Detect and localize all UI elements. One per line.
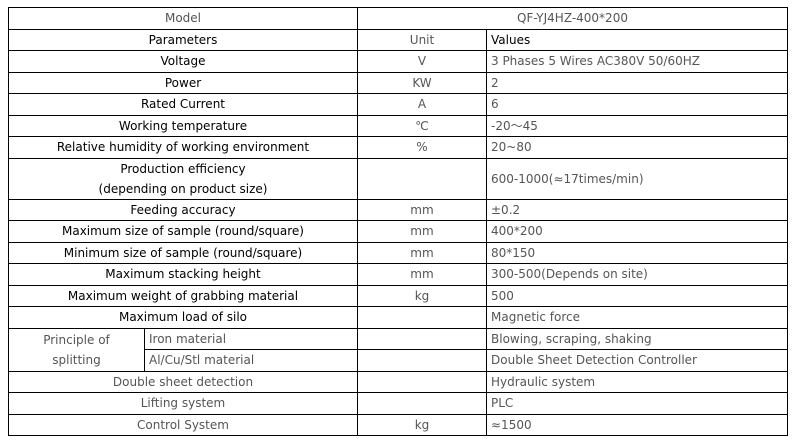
- unit-cell: [357, 392, 487, 415]
- value-cell: 300-500(Depends on site): [486, 263, 788, 286]
- param-cell: Feeding accuracy: [8, 198, 358, 221]
- values-header: Values: [486, 28, 788, 51]
- param-cell: Power: [8, 71, 358, 94]
- model-value: QF-YJ4HZ-400*200: [357, 7, 788, 30]
- splitting-label: Principle of splitting: [8, 327, 145, 372]
- value-cell: PLC: [486, 392, 788, 415]
- param-cell: Maximum weight of grabbing material: [8, 284, 358, 307]
- param-cell: Al/Cu/Stl material: [144, 349, 358, 372]
- unit-cell: mm: [357, 263, 487, 286]
- unit-cell: KW: [357, 71, 487, 94]
- table-row: Double sheet detection Hydraulic system: [8, 370, 788, 393]
- spec-table: Model QF-YJ4HZ-400*200 Parameters Unit Valu…: [8, 7, 788, 436]
- table-row: Relative humidity of working environment…: [8, 136, 788, 159]
- table-row: Parameters Unit Values: [8, 28, 788, 51]
- table-row: Maximum weight of grabbing material kg 500: [8, 284, 788, 307]
- table-row: Maximum load of silo Magnetic force: [8, 306, 788, 329]
- value-cell: 400*200: [486, 220, 788, 243]
- param-line: Production efficiency: [120, 161, 246, 176]
- param-cell: Relative humidity of working environment: [8, 136, 358, 159]
- unit-cell: [357, 306, 487, 329]
- unit-cell: [357, 370, 487, 393]
- param-cell: Maximum stacking height: [8, 263, 358, 286]
- value-cell: Double Sheet Detection Controller: [486, 349, 788, 372]
- table-row: Al/Cu/Stl material Double Sheet Detection…: [9, 349, 788, 372]
- unit-cell: ℃: [357, 114, 487, 137]
- table-row: Power KW 2: [8, 71, 788, 94]
- param-line: (depending on product size): [98, 181, 268, 196]
- param-cell: Voltage: [8, 50, 358, 73]
- value-cell: Magnetic force: [486, 306, 788, 329]
- param-cell: Rated Current: [8, 93, 358, 116]
- value-cell: 500: [486, 284, 788, 307]
- unit-cell: mm: [357, 241, 487, 264]
- unit-cell: [357, 349, 487, 372]
- param-cell: Production efficiency (depending on produ…: [8, 157, 358, 200]
- value-cell: 2: [486, 71, 788, 94]
- param-cell: Lifting system: [8, 392, 358, 415]
- table-row: Voltage V 3 Phases 5 Wires AC380V 50/60HZ: [8, 50, 788, 73]
- param-cell: Maximum size of sample (round/square): [8, 220, 358, 243]
- table-row: Feeding accuracy mm ±0.2: [8, 198, 788, 221]
- unit-cell: [357, 327, 487, 350]
- table-row: Lifting system PLC: [8, 392, 788, 415]
- value-cell: 80*150: [486, 241, 788, 264]
- table-row: Minimum size of sample (round/square) mm 8…: [8, 241, 788, 264]
- value-cell: 6: [486, 93, 788, 116]
- value-cell: ≈1500: [486, 413, 788, 436]
- param-cell: Working temperature: [8, 114, 358, 137]
- unit-cell: mm: [357, 220, 487, 243]
- splitting-line: splitting: [52, 352, 101, 367]
- table-row: Rated Current A 6: [8, 93, 788, 116]
- unit-cell: [357, 157, 487, 200]
- value-cell: Hydraulic system: [486, 370, 788, 393]
- parameters-header: Parameters: [8, 28, 358, 51]
- unit-cell: kg: [357, 413, 487, 436]
- table-row: Maximum size of sample (round/square) mm 4…: [8, 220, 788, 243]
- unit-cell: kg: [357, 284, 487, 307]
- value-cell: 3 Phases 5 Wires AC380V 50/60HZ: [486, 50, 788, 73]
- table-row: Principle of splitting Iron material Blowin…: [8, 327, 788, 372]
- splitting-line: Principle of: [43, 332, 110, 347]
- unit-cell: %: [357, 136, 487, 159]
- unit-header: Unit: [357, 28, 487, 51]
- param-cell: Minimum size of sample (round/square): [8, 241, 358, 264]
- value-cell: 20~80: [486, 136, 788, 159]
- value-cell: ±0.2: [486, 198, 788, 221]
- value-cell: 600-1000(≈17times/min): [486, 157, 788, 200]
- param-cell: Double sheet detection: [8, 370, 358, 393]
- value-cell: -20～45: [486, 114, 788, 137]
- table-row: Maximum stacking height mm 300-500(Depends…: [8, 263, 788, 286]
- table-row: Model QF-YJ4HZ-400*200: [8, 7, 788, 30]
- unit-cell: mm: [357, 198, 487, 221]
- value-cell: Blowing, scraping, shaking: [486, 327, 788, 350]
- unit-cell: V: [357, 50, 487, 73]
- model-label: Model: [8, 7, 358, 30]
- unit-cell: A: [357, 93, 487, 116]
- table-row: Production efficiency (depending on produ…: [8, 157, 788, 200]
- table-row: Control System kg ≈1500: [8, 413, 788, 436]
- param-cell: Control System: [8, 413, 358, 436]
- param-cell: Iron material: [144, 327, 358, 350]
- table-row: Working temperature ℃ -20～45: [8, 114, 788, 137]
- param-cell: Maximum load of silo: [8, 306, 358, 329]
